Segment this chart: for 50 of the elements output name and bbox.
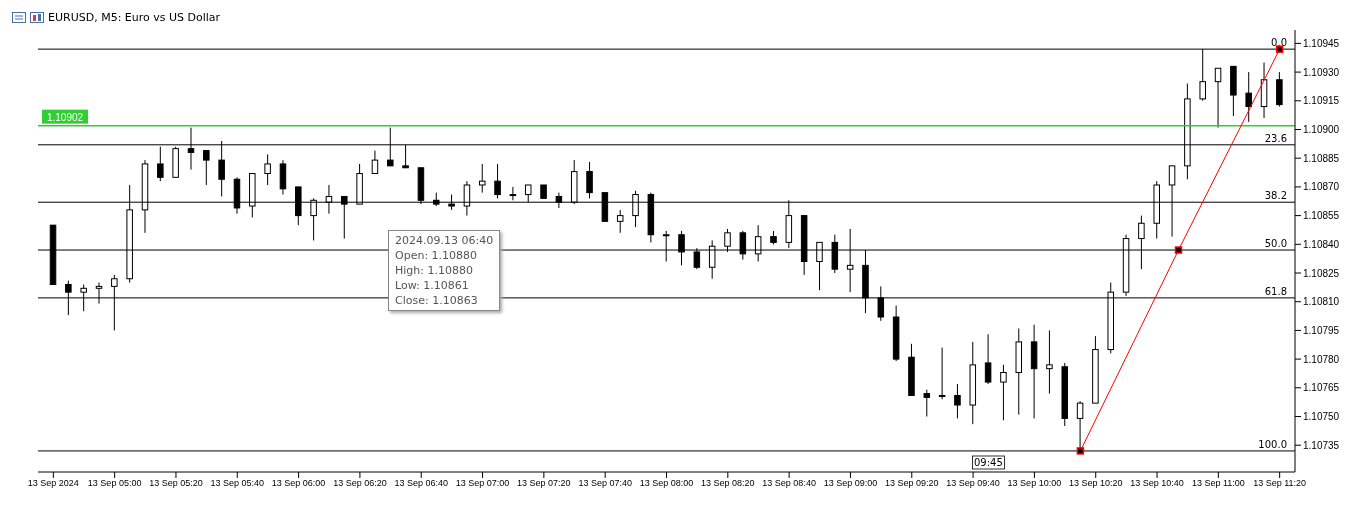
annotation: 100.0 [1258,438,1287,450]
y-tick-label: 1.10915 [1303,95,1340,107]
x-tick-label: 13 Sep 06:20 [333,478,387,489]
x-tick-label: 13 Sep 10:20 [1068,478,1123,489]
x-tick-label: 13 Sep 08:20 [701,478,755,489]
x-tick-label: 13 Sep 06:40 [394,478,449,489]
x-tick-label: 13 Sep 09:20 [884,478,939,489]
y-tick-label: 1.10900 [1303,124,1340,136]
annotation: 50.0 [1264,238,1287,250]
y-tick-label: 1.10750 [1303,411,1340,423]
x-tick-label: 13 Sep 05:40 [210,478,265,489]
x-tick-label: 13 Sep 09:00 [823,478,878,489]
y-tick-label: 1.10945 [1303,37,1340,49]
x-tick-label: 13 Sep 05:20 [149,478,203,489]
annotation: 23.6 [1264,132,1287,144]
annotation: High: 1.10880 [395,263,474,278]
annotation: Close: 1.10863 [395,293,479,308]
y-tick-label: 1.10735 [1303,439,1340,451]
annotation: Open: 1.10880 [395,248,479,263]
x-tick-label: 13 Sep 09:40 [946,478,1000,489]
x-tick-label: 13 Sep 05:00 [87,478,142,489]
x-tick-label: 13 Sep 11:00 [1191,478,1245,489]
annotation: 2024.09.13 06:40 [395,233,494,248]
annotation: Low: 1.10861 [395,278,470,293]
x-tick-label: 13 Sep 2024 [27,478,79,489]
ref-line-label: 1.10902 [46,111,84,123]
y-tick-label: 1.10870 [1303,181,1340,193]
y-tick-label: 1.10765 [1303,382,1340,394]
y-tick-label: 1.10795 [1303,324,1340,336]
chart-title: EURUSD, M5: Euro vs US Dollar [48,10,221,24]
x-tick-label: 13 Sep 10:40 [1130,478,1184,489]
x-tick-label: 13 Sep 07:40 [578,478,632,489]
annotation: 38.2 [1264,190,1287,202]
annotation: 09:45 [974,457,1003,468]
y-tick-label: 1.10885 [1303,152,1340,164]
y-tick-label: 1.10855 [1303,210,1340,222]
x-tick-label: 13 Sep 06:00 [271,478,326,489]
y-tick-label: 1.10930 [1303,66,1340,78]
x-tick-label: 13 Sep 11:20 [1253,478,1307,489]
x-tick-label: 13 Sep 08:00 [639,478,694,489]
x-tick-label: 13 Sep 07:20 [517,478,571,489]
y-tick-label: 1.10810 [1303,296,1340,308]
y-tick-label: 1.10780 [1303,353,1340,365]
x-tick-label: 13 Sep 08:40 [762,478,816,489]
y-tick-label: 1.10840 [1303,238,1340,250]
x-tick-label: 13 Sep 07:00 [455,478,510,489]
annotation: 0.0 [1271,37,1287,49]
annotation: 61.8 [1264,285,1287,297]
y-tick-label: 1.10825 [1303,267,1340,279]
x-tick-label: 13 Sep 10:00 [1007,478,1062,489]
